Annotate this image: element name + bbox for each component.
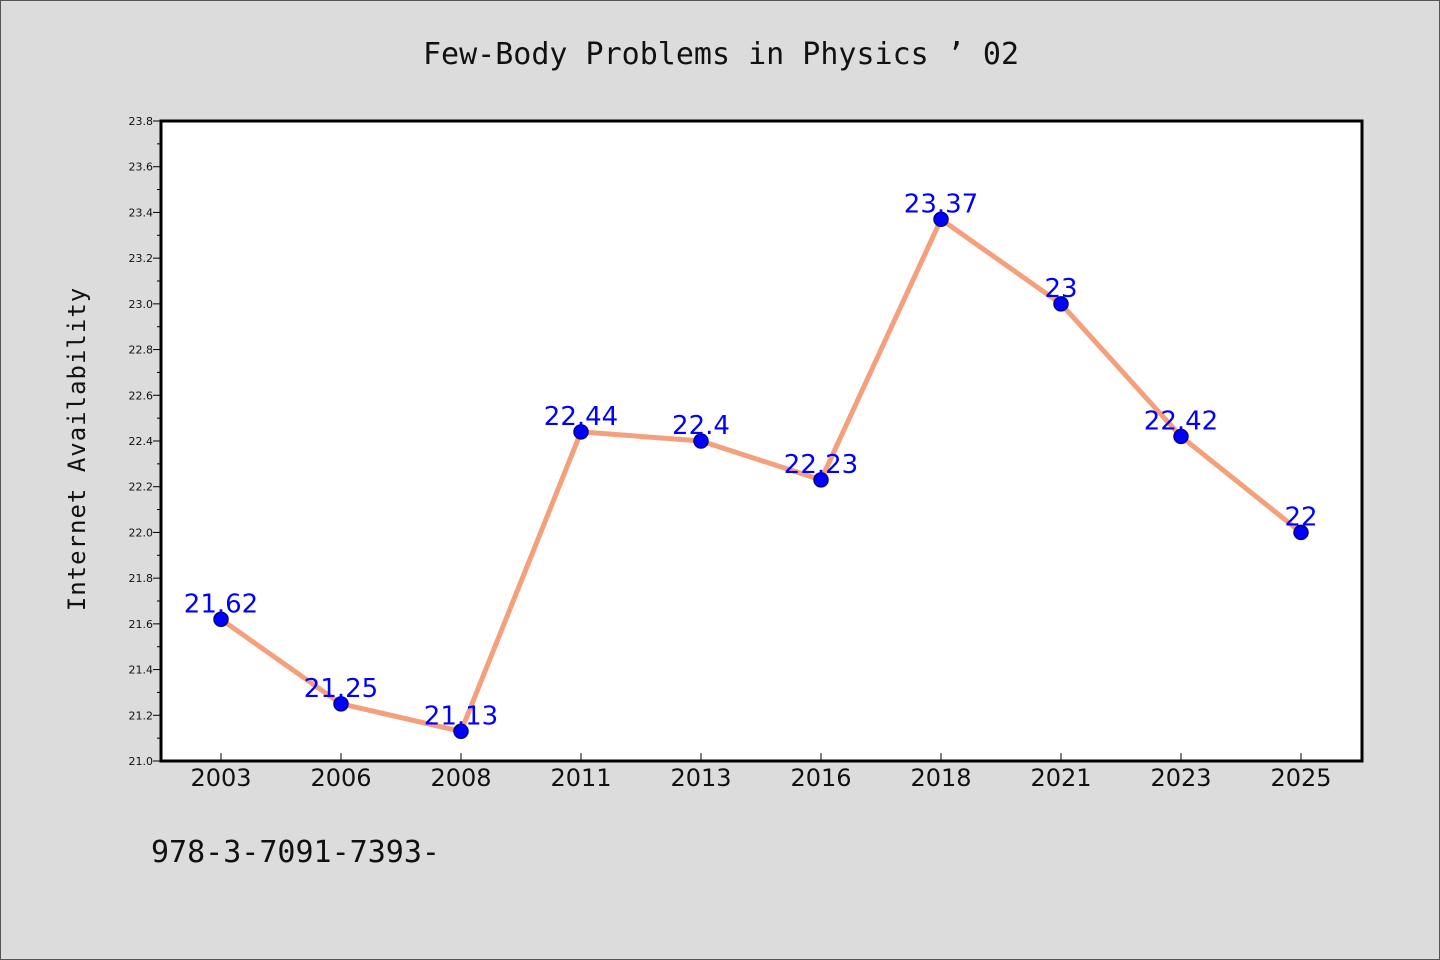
y-axis: 21.0 21.2 21.4 21.6 21.8 22.0 22.2 22.4 22.6 22.8…: [129, 115, 161, 768]
series-line: [218, 216, 1304, 734]
y-tick-label: 22.4: [129, 435, 154, 448]
x-tick-label: 2011: [550, 764, 611, 792]
data-point-marker: [933, 211, 949, 228]
x-tick-label: 2006: [310, 764, 371, 792]
data-label: 22.44: [544, 402, 618, 432]
x-tick-label: 2008: [430, 764, 491, 792]
data-label: 21.25: [304, 674, 378, 704]
y-tick-label: 23.8: [129, 115, 154, 128]
data-label: 21.13: [424, 701, 498, 731]
data-label: 22.4: [672, 411, 730, 441]
data-point-marker: [213, 611, 229, 628]
data-point-marker: [813, 472, 829, 488]
series-line-group: [218, 216, 1304, 734]
data-label: 22.42: [1144, 406, 1218, 436]
y-tick-label: 21.6: [129, 618, 154, 631]
y-tick-label: 21.0: [129, 755, 154, 768]
footer-text: 978-3-7091-7393-: [151, 835, 440, 870]
data-label: 22.23: [784, 450, 858, 480]
x-tick-label: 2003: [190, 764, 251, 792]
x-tick-label: 2021: [1030, 764, 1091, 792]
x-tick-label: 2016: [790, 764, 851, 792]
x-tick-label: 2025: [1270, 764, 1331, 792]
data-point-marker: [693, 433, 709, 449]
x-axis: 2003 2006 2008 2011 2013 2016 2018 2021 2023 2025: [190, 753, 1332, 792]
y-tick-label: 23.4: [129, 206, 154, 219]
data-point-marker: [573, 424, 589, 440]
data-point-marker: [1173, 428, 1189, 445]
x-tick-label: 2018: [910, 764, 971, 792]
data-point-marker: [333, 696, 349, 712]
data-point-marker: [1293, 524, 1309, 541]
marker-group: [213, 211, 1309, 740]
y-tick-label: 22.0: [129, 526, 154, 539]
y-tick-label: 21.2: [129, 709, 154, 722]
y-tick-label: 21.4: [129, 664, 154, 677]
data-label: 23.37: [904, 189, 978, 219]
x-tick-label: 2023: [1150, 764, 1211, 792]
x-tick-label: 2013: [670, 764, 731, 792]
y-tick-label: 23.2: [129, 252, 154, 265]
y-tick-label: 22.8: [129, 344, 154, 357]
y-axis-label: Internet Availability: [63, 287, 91, 611]
data-label: 22: [1284, 502, 1317, 532]
data-point-marker: [1053, 296, 1069, 312]
data-label-group: 21.62 21.25 21.13 22.44 22.4 22.23 23.37 23 22.4…: [184, 189, 1318, 731]
y-tick-label: 22.6: [129, 389, 154, 402]
plot-area: [159, 119, 1364, 763]
y-tick-label: 21.8: [129, 572, 154, 585]
y-tick-label: 23.6: [129, 161, 154, 174]
data-label: 21.62: [184, 589, 258, 619]
y-tick-label: 22.2: [129, 481, 154, 494]
data-label: 23: [1044, 274, 1077, 304]
data-point-marker: [453, 723, 469, 740]
y-tick-label: 23.0: [129, 298, 154, 311]
chart-title: Few-Body Problems in Physics ’ 02: [422, 37, 1020, 72]
